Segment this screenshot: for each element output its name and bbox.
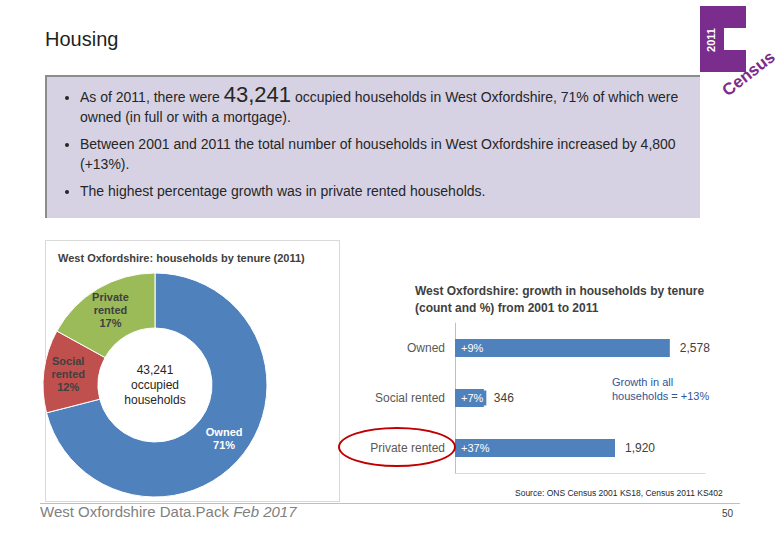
svg-text:Social rented: Social rented <box>375 391 445 405</box>
svg-text:+37%: +37% <box>461 442 490 454</box>
svg-text:Private rented: Private rented <box>370 441 445 455</box>
svg-text:Census: Census <box>719 47 779 100</box>
svg-text:Private: Private <box>92 291 129 303</box>
svg-text:12%: 12% <box>57 381 79 393</box>
svg-text:rented: rented <box>94 304 128 316</box>
svg-text:households: households <box>124 393 185 407</box>
svg-text:1,920: 1,920 <box>625 441 655 455</box>
svg-text:rented: rented <box>51 368 85 380</box>
svg-text:Owned: Owned <box>206 426 243 438</box>
svg-text:West Oxfordshire: growth in ho: West Oxfordshire: growth in households b… <box>415 284 707 298</box>
html-text:As of 2011, there were43,241oc: As of 2011, there were43,241occupied hou… <box>80 82 679 125</box>
svg-text:2,578: 2,578 <box>680 341 710 355</box>
html-text:Source: ONS Census 2001 KS18,: Source: ONS Census 2001 KS18, Census 201… <box>515 488 723 498</box>
html-text:The highest percentage growth: The highest percentage growth was in pri… <box>80 183 486 199</box>
svg-text:(count and %) from 2001 to 201: (count and %) from 2001 to 2011 <box>415 301 599 315</box>
svg-text:Social: Social <box>52 355 84 367</box>
svg-text:occupied: occupied <box>131 378 179 392</box>
svg-text:+7%: +7% <box>461 392 484 404</box>
svg-text:+9%: +9% <box>461 342 484 354</box>
html-text:West Oxfordshire Data.Pack Feb: West Oxfordshire Data.Pack Feb 2017 <box>40 503 297 520</box>
svg-text:17%: 17% <box>99 317 121 329</box>
html-text:50: 50 <box>722 508 734 519</box>
svg-text:Owned: Owned <box>407 341 445 355</box>
html-text:Growth in all households = +13: Growth in all households = +13% <box>612 376 710 402</box>
svg-text:346: 346 <box>494 391 514 405</box>
svg-text:2011: 2011 <box>705 28 717 52</box>
svg-text:West Oxfordshire: households b: West Oxfordshire: households by tenure (… <box>58 252 305 264</box>
html-text:Between 2001 and 2011 the tota: Between 2001 and 2011 the total number o… <box>80 136 676 172</box>
svg-text:71%: 71% <box>213 439 235 451</box>
html-text:Housing: Housing <box>45 28 119 50</box>
svg-text:43,241: 43,241 <box>137 363 174 377</box>
